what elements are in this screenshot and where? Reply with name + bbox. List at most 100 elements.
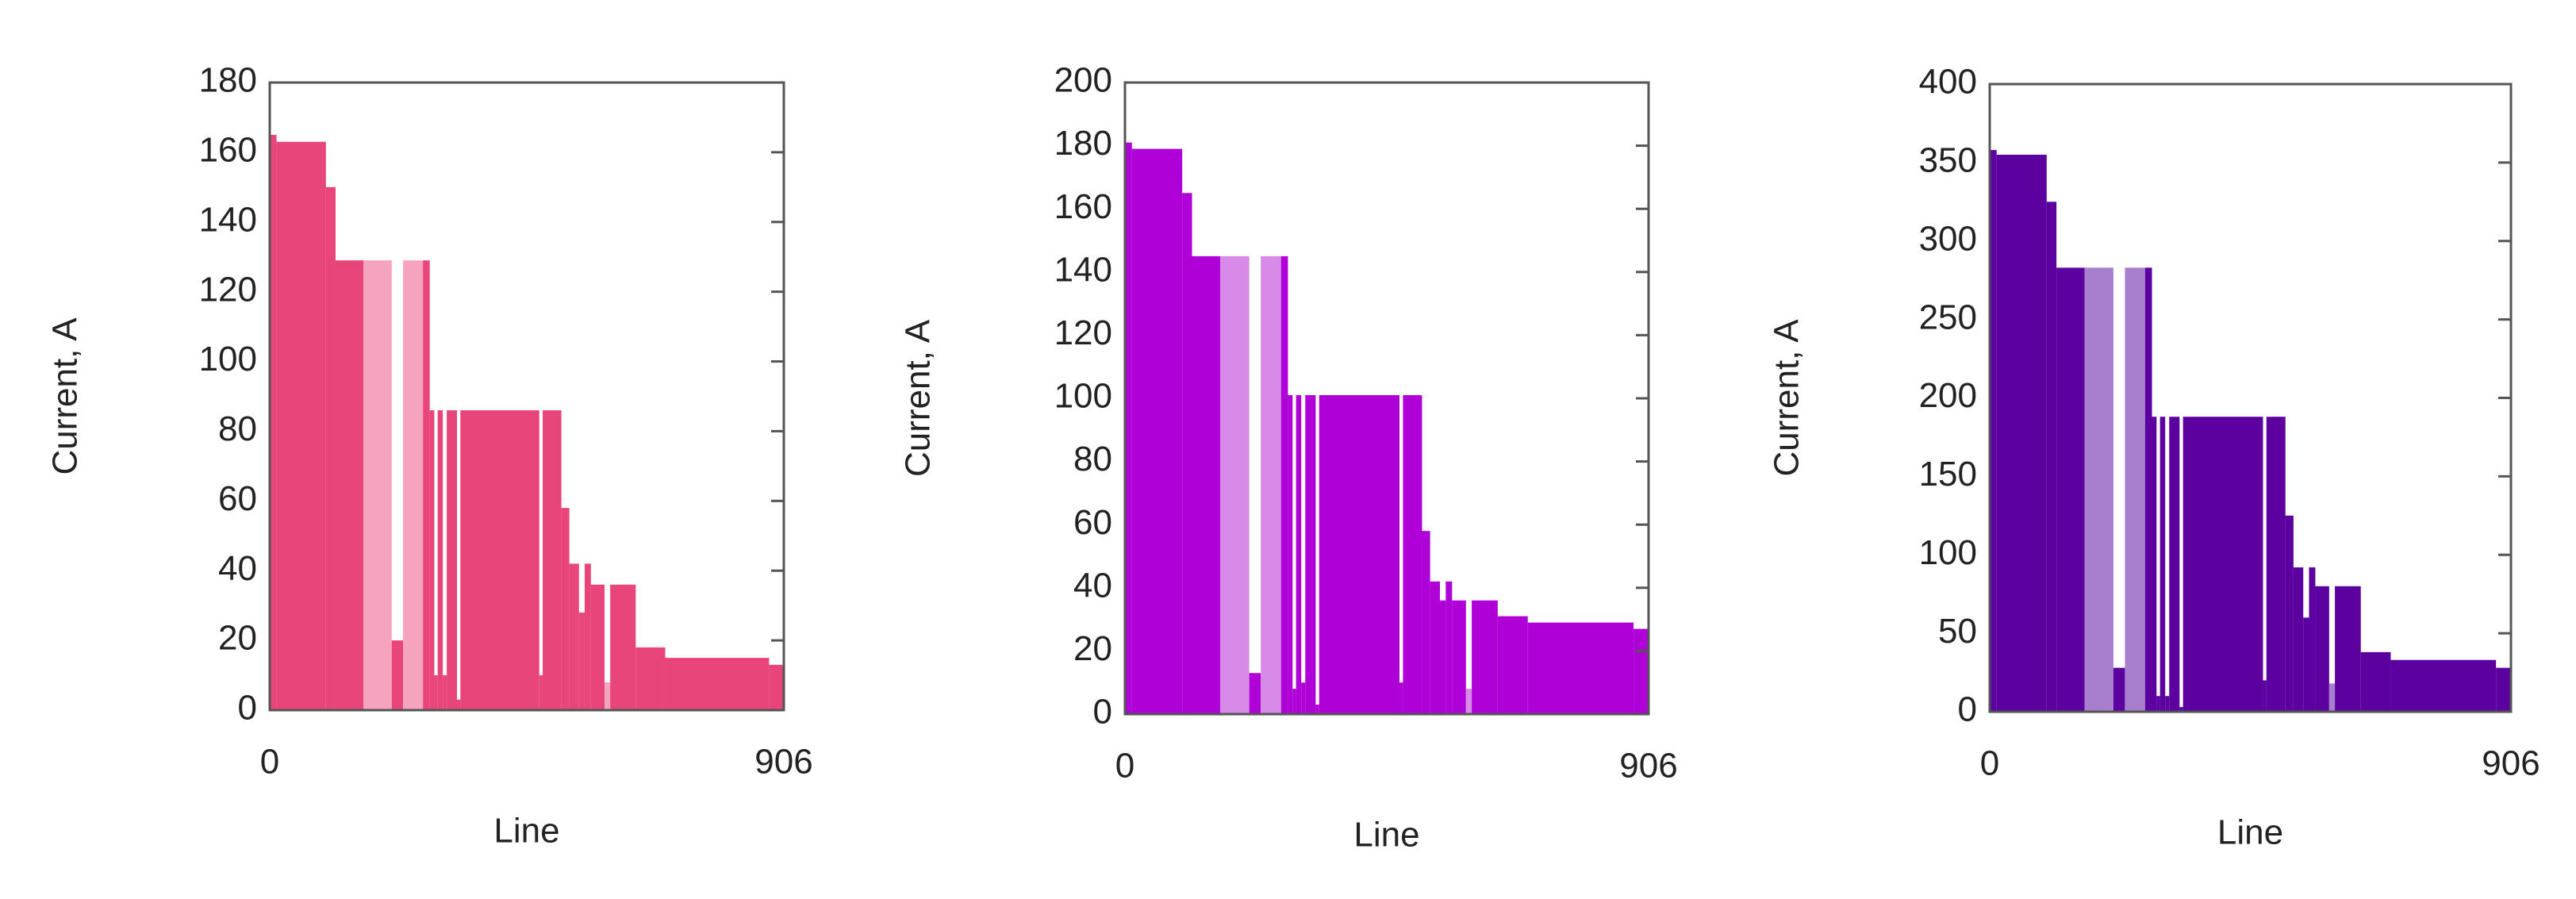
- y-tick-label: 50: [1938, 612, 1977, 651]
- bar: [2125, 267, 2145, 712]
- y-tick-label: 120: [199, 270, 257, 309]
- bar: [1220, 255, 1250, 714]
- bar: [2156, 696, 2160, 712]
- bar: [2182, 417, 2263, 712]
- bar: [2266, 417, 2286, 712]
- y-tick-label: 140: [199, 200, 257, 239]
- bar: [2263, 680, 2267, 712]
- bar: [2285, 515, 2294, 712]
- y-tick-label: 200: [1054, 61, 1112, 100]
- x-axis-label: Line: [2217, 813, 2283, 852]
- bar: [2360, 651, 2391, 712]
- bar: [769, 664, 784, 710]
- bar: [437, 410, 443, 710]
- bar: [1996, 154, 2047, 713]
- plot-frame: [268, 81, 785, 712]
- bar: [1430, 581, 1441, 714]
- bar: [1261, 255, 1281, 714]
- bar: [447, 410, 458, 710]
- bar: [363, 260, 392, 710]
- bar: [2293, 567, 2304, 712]
- bar: [1990, 150, 1997, 712]
- y-tick-label: 350: [1919, 141, 1977, 180]
- bar: [2315, 586, 2329, 712]
- bar: [325, 186, 336, 711]
- x-tick-label: 0: [1115, 747, 1134, 786]
- bar: [1280, 255, 1288, 714]
- y-tick-label: 250: [1919, 298, 1977, 336]
- bar: [2309, 567, 2316, 712]
- y-tick-label: 20: [1073, 629, 1112, 668]
- bar: [539, 675, 543, 710]
- bar: [2303, 617, 2309, 712]
- bar: [403, 260, 424, 710]
- bar: [1465, 689, 1472, 714]
- bar: [1403, 395, 1422, 714]
- x-tick-label: 906: [754, 743, 812, 782]
- bar: [1440, 600, 1446, 714]
- bar: [590, 584, 605, 710]
- bar: [1296, 395, 1302, 714]
- y-tick-label: 120: [1054, 313, 1112, 352]
- x-tick-label: 0: [1980, 744, 1999, 783]
- y-tick-label: 100: [1919, 533, 1977, 572]
- bar: [1634, 628, 1649, 714]
- bar: [604, 682, 611, 710]
- bar: [2496, 667, 2511, 712]
- bar: [665, 658, 770, 710]
- bar: [2144, 267, 2152, 712]
- bar: [335, 260, 364, 710]
- bar: [443, 675, 447, 710]
- bar: [434, 675, 438, 710]
- y-tick-label: 160: [1054, 187, 1112, 226]
- bar: [2084, 267, 2113, 712]
- bar: [2335, 586, 2361, 712]
- y-tick-label: 60: [1073, 503, 1112, 542]
- x-axis-label: Line: [493, 812, 559, 851]
- y-tick-label: 200: [1919, 376, 1977, 415]
- bar: [1192, 255, 1221, 714]
- y-tick-label: 20: [218, 619, 257, 658]
- bar: [1452, 600, 1466, 714]
- x-tick-label: 0: [260, 743, 279, 782]
- y-tick-label: 40: [218, 549, 257, 588]
- y-tick-label: 160: [199, 131, 257, 170]
- bar: [1472, 600, 1498, 714]
- bar: [2328, 683, 2336, 712]
- y-tick-label: 100: [199, 340, 257, 378]
- y-tick-label: 40: [1073, 566, 1112, 605]
- y-tick-label: 400: [1919, 63, 1977, 102]
- y-tick-label: 180: [1054, 124, 1112, 163]
- bar: [584, 563, 591, 710]
- bar: [569, 563, 579, 710]
- bar: [2056, 267, 2085, 712]
- bar: [2046, 202, 2057, 712]
- y-tick-label: 60: [218, 479, 257, 518]
- y-tick-label: 100: [1054, 377, 1112, 416]
- bar: [578, 612, 585, 710]
- bar: [423, 260, 430, 710]
- bar: [429, 410, 435, 710]
- bar: [1125, 142, 1132, 714]
- bar: [2159, 417, 2166, 712]
- bar: [1399, 682, 1403, 714]
- y-tick-label: 80: [218, 409, 257, 448]
- bar: [1305, 395, 1316, 714]
- y-tick-label: 180: [199, 61, 257, 100]
- bar: [2165, 696, 2170, 712]
- bar: [1319, 395, 1400, 714]
- y-tick-label: 0: [238, 689, 257, 728]
- y-axis-label: Current, A: [46, 317, 85, 475]
- y-axis-label: Current, A: [899, 319, 938, 477]
- y-tick-label: 140: [1054, 250, 1112, 289]
- bar: [1497, 616, 1528, 714]
- x-tick-label: 906: [1619, 747, 1677, 786]
- bar: [391, 640, 404, 710]
- x-axis-label: Line: [1353, 816, 1419, 855]
- y-tick-label: 300: [1919, 219, 1977, 258]
- bar: [2179, 707, 2183, 712]
- bar: [2169, 417, 2180, 712]
- bar: [561, 508, 570, 710]
- bar: [2152, 417, 2157, 712]
